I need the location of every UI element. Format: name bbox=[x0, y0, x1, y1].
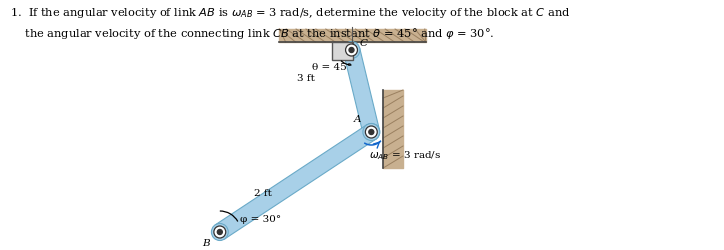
Text: C: C bbox=[359, 39, 367, 48]
Circle shape bbox=[214, 226, 226, 238]
Text: the angular velocity of the connecting link $CB$ at the instant $\theta$ = 45° a: the angular velocity of the connecting l… bbox=[10, 26, 494, 41]
FancyBboxPatch shape bbox=[332, 42, 353, 60]
Circle shape bbox=[369, 130, 374, 134]
Text: A: A bbox=[353, 115, 361, 124]
Circle shape bbox=[363, 124, 379, 140]
Text: 2 ft: 2 ft bbox=[254, 189, 272, 198]
Circle shape bbox=[217, 230, 222, 234]
Polygon shape bbox=[343, 48, 379, 134]
Circle shape bbox=[211, 224, 228, 240]
Circle shape bbox=[363, 124, 379, 140]
Circle shape bbox=[345, 44, 358, 56]
Circle shape bbox=[366, 126, 377, 138]
Text: $\omega_{AB}$ = 3 rad/s: $\omega_{AB}$ = 3 rad/s bbox=[369, 149, 442, 162]
Circle shape bbox=[343, 42, 360, 58]
Circle shape bbox=[349, 48, 354, 52]
Text: B: B bbox=[202, 239, 210, 248]
Text: 1.  If the angular velocity of link $AB$ is $\omega_{AB}$ = 3 rad/s, determine t: 1. If the angular velocity of link $AB$ … bbox=[10, 6, 571, 20]
Polygon shape bbox=[215, 125, 376, 239]
Text: θ = 45°: θ = 45° bbox=[312, 63, 352, 72]
Text: φ = 30°: φ = 30° bbox=[240, 215, 281, 224]
Text: 3 ft: 3 ft bbox=[297, 74, 315, 83]
